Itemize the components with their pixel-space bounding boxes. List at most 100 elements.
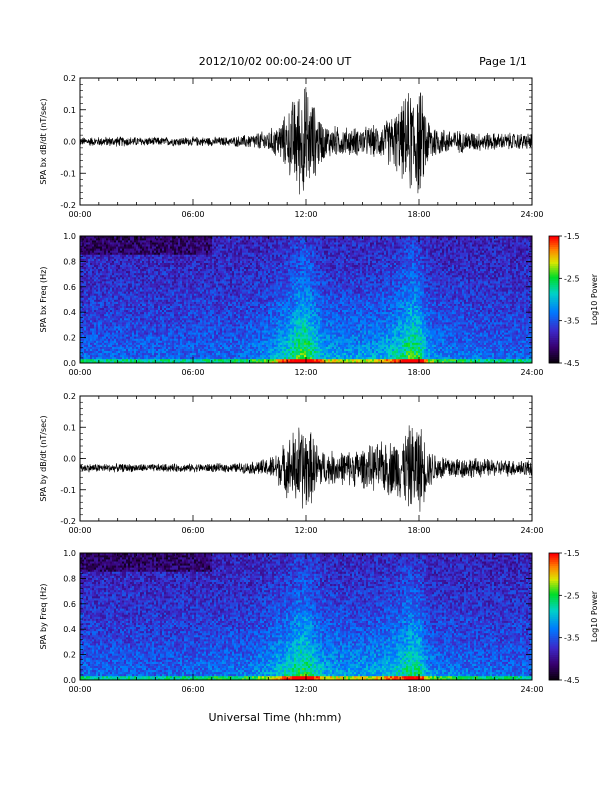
spectrogram-cell (96, 285, 99, 288)
spectrogram-cell (110, 266, 113, 270)
spectrogram-cell (156, 287, 159, 290)
spectrogram-cell (214, 293, 217, 296)
spectrogram-cell (126, 244, 129, 247)
spectrogram-cell (138, 340, 141, 343)
spectrogram-cell (230, 340, 233, 343)
spectrogram-cell (236, 334, 239, 337)
spectrogram-cell (178, 340, 181, 343)
spectrogram-cell (98, 256, 101, 259)
spectrogram-cell (206, 328, 209, 331)
spectrogram-cell (104, 266, 107, 270)
spectrogram-cell (142, 258, 145, 261)
spectrogram-cell (138, 258, 141, 261)
spectrogram-cell (82, 264, 85, 268)
spectrogram-cell (138, 330, 141, 333)
spectrogram-cell (186, 317, 189, 321)
spectrogram-cell (84, 293, 87, 296)
spectrogram-cell (98, 272, 101, 276)
spectrogram-cell (178, 332, 181, 335)
spectrogram-cell (172, 287, 175, 290)
spectrogram-cell (136, 250, 139, 253)
spectrogram-cell (106, 276, 109, 280)
spectrogram-cell (192, 279, 195, 282)
spectrogram-cell (118, 350, 121, 354)
spectrogram-cell (212, 360, 215, 364)
spectrogram-cell (210, 262, 213, 265)
spectrogram-cell (226, 236, 229, 239)
spectrogram-cell (224, 240, 227, 243)
spectrogram-cell (126, 328, 129, 331)
spectrogram-cell (116, 274, 119, 278)
spectrogram-cell (124, 250, 127, 253)
spectrogram-cell (138, 338, 141, 341)
spectrogram-cell (82, 305, 85, 308)
spectrogram-cell (228, 315, 231, 319)
spectrogram-cell (160, 332, 163, 335)
spectrogram-cell (212, 340, 215, 343)
spectrogram-cell (174, 358, 177, 362)
spectrogram-cell (202, 258, 205, 261)
spectrogram-cell (152, 246, 155, 249)
spectrogram-cell (176, 354, 179, 358)
spectrogram-cell (108, 342, 111, 345)
spectrogram-cell (80, 252, 83, 255)
spectrogram-cell (150, 281, 153, 284)
spectrogram-cell (232, 281, 235, 284)
spectrogram-cell (184, 328, 187, 331)
spectrogram-cell (200, 244, 203, 247)
spectrogram-cell (148, 240, 151, 243)
spectrogram-cell (80, 289, 83, 292)
spectrogram-cell (84, 264, 87, 268)
spectrogram-cell (200, 356, 203, 360)
spectrogram-cell (208, 313, 211, 317)
spectrogram-cell (106, 344, 109, 347)
spectrogram-cell (158, 354, 161, 358)
spectrogram-cell (124, 252, 127, 255)
spectrogram-cell (210, 258, 213, 261)
spectrogram-cell (186, 244, 189, 247)
spectrogram-cell (184, 260, 187, 263)
spectrogram-cell (228, 244, 231, 247)
spectrogram-cell (160, 307, 163, 311)
spectrogram-cell (88, 330, 91, 333)
spectrogram-cell (236, 356, 239, 360)
spectrogram-cell (92, 328, 95, 331)
spectrogram-cell (236, 297, 239, 300)
spectrogram-cell (148, 252, 151, 255)
spectrogram-cell (116, 291, 119, 294)
spectrogram-cell (138, 274, 141, 278)
spectrogram-cell (120, 279, 123, 282)
spectrogram-cell (150, 297, 153, 300)
spectrogram-cell (228, 248, 231, 251)
spectrogram-cell (206, 299, 209, 302)
spectrogram-cell (196, 262, 199, 265)
spectrogram-cell (82, 313, 85, 317)
spectrogram-cell (190, 301, 193, 304)
spectrogram-cell (108, 358, 111, 362)
spectrogram-cell (216, 332, 219, 335)
spectrogram-cell (88, 283, 91, 286)
spectrogram-cell (128, 299, 131, 302)
spectrogram-cell (172, 258, 175, 261)
spectrogram-cell (132, 252, 135, 255)
spectrogram-cell (138, 328, 141, 331)
spectrogram-cell (188, 322, 191, 325)
spectrogram-cell (206, 324, 209, 327)
spectrogram-cell (82, 276, 85, 280)
spectrogram-cell (110, 330, 113, 333)
spectrogram-cell (162, 305, 165, 308)
spectrogram-cell (112, 311, 115, 315)
spectrogram-cell (120, 328, 123, 331)
spectrogram-cell (194, 350, 197, 354)
spectrogram-cell (234, 283, 237, 286)
spectrogram-cell (110, 287, 113, 290)
spectrogram-cell (178, 293, 181, 296)
spectrogram-cell (92, 344, 95, 347)
spectrogram-cell (216, 258, 219, 261)
spectrogram-cell (106, 289, 109, 292)
spectrogram-cell (136, 346, 139, 349)
spectrogram-cell (128, 240, 131, 243)
spectrogram-cell (120, 254, 123, 257)
spectrogram-cell (226, 328, 229, 331)
spectrogram-cell (130, 319, 133, 323)
